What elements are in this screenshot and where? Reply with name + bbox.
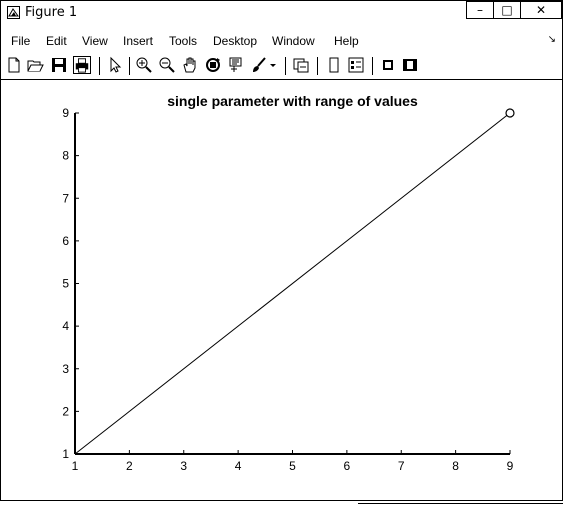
x-tick-label: 9	[507, 459, 514, 473]
line-chart[interactable]: 1 2 3 4 5 6 7 8 9 1 2 3 4 5 6 7 8 9	[1, 80, 562, 500]
plot-title: single parameter with range of values	[167, 93, 418, 109]
menu-desktop[interactable]: Desktop	[213, 34, 258, 48]
matlab-figure-icon	[7, 6, 20, 19]
window-controls: – □ ✕	[466, 1, 562, 19]
menu-window[interactable]: Window	[272, 34, 315, 48]
x-tick-label: 6	[344, 459, 351, 473]
close-button[interactable]: ✕	[520, 1, 562, 19]
y-tick-label: 2	[62, 404, 69, 418]
brush-dropdown-icon[interactable]	[269, 56, 277, 74]
toolbar-separator	[372, 57, 373, 75]
figure-toolbar	[1, 54, 562, 80]
x-tick-label: 3	[180, 459, 187, 473]
toolbar-separator	[317, 57, 318, 75]
window-title: Figure 1	[25, 5, 78, 20]
pointer-icon[interactable]	[106, 56, 124, 74]
y-tick-label: 5	[62, 277, 69, 291]
y-tick-label: 1	[62, 447, 69, 461]
print-icon[interactable]	[73, 56, 91, 74]
y-tick-label: 9	[62, 106, 69, 120]
maximize-button[interactable]: □	[493, 1, 521, 19]
menu-insert[interactable]: Insert	[123, 34, 154, 48]
window-edge	[358, 503, 563, 504]
zoom-out-icon[interactable]	[158, 56, 176, 74]
insert-colorbar-icon[interactable]	[325, 56, 343, 74]
zoom-in-icon[interactable]	[135, 56, 153, 74]
menu-file[interactable]: File	[11, 34, 31, 48]
pan-icon[interactable]	[181, 56, 199, 74]
y-tick-label: 8	[62, 149, 69, 163]
save-icon[interactable]	[50, 56, 68, 74]
brush-icon[interactable]	[250, 56, 268, 74]
insert-legend-icon[interactable]	[347, 56, 365, 74]
menu-bar: File Edit View Insert Tools Desktop Wind…	[1, 31, 562, 51]
menu-view[interactable]: View	[82, 34, 108, 48]
toolbar-separator	[129, 57, 130, 75]
menu-overflow-icon[interactable]: ↘	[547, 34, 556, 45]
menu-tools[interactable]: Tools	[169, 34, 198, 48]
x-tick-label: 2	[126, 459, 133, 473]
x-tick-label: 5	[289, 459, 296, 473]
toolbar-separator	[99, 57, 100, 75]
x-tick-label: 4	[235, 459, 242, 473]
y-tick-label: 3	[62, 362, 69, 376]
x-tick-label: 7	[398, 459, 405, 473]
data-series-line	[74, 112, 511, 455]
y-tick-label: 6	[62, 234, 69, 248]
title-bar[interactable]: Figure 1 – □ ✕	[1, 1, 562, 25]
hide-plot-tools-icon[interactable]	[379, 56, 397, 74]
data-cursor-icon[interactable]	[227, 56, 245, 74]
y-tick-label: 7	[62, 191, 69, 205]
new-figure-icon[interactable]	[5, 56, 23, 74]
data-point-marker	[505, 108, 515, 118]
toolbar-separator	[285, 57, 286, 75]
menu-edit[interactable]: Edit	[46, 34, 67, 48]
rotate-3d-icon[interactable]	[204, 56, 222, 74]
x-tick-label: 8	[452, 459, 459, 473]
y-tick-label: 4	[62, 319, 69, 333]
link-plot-icon[interactable]	[292, 56, 310, 74]
minimize-button[interactable]: –	[466, 1, 494, 19]
axes-container[interactable]: single parameter with range of values 1 2…	[1, 80, 562, 500]
open-file-icon[interactable]	[26, 56, 44, 74]
show-plot-tools-icon[interactable]	[401, 56, 419, 74]
x-tick-label: 1	[72, 459, 79, 473]
menu-help[interactable]: Help	[334, 34, 359, 48]
